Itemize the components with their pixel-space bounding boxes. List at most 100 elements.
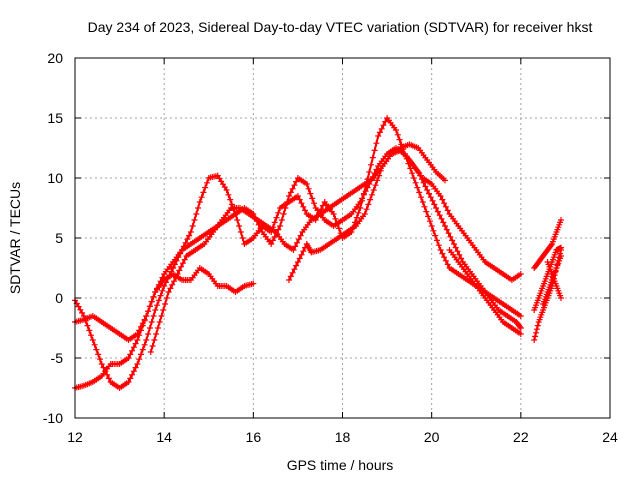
data-point [428, 223, 435, 229]
data-point [441, 200, 448, 207]
data-point [363, 206, 370, 213]
data-point [533, 326, 540, 333]
data-point [202, 184, 209, 191]
data-point [445, 230, 452, 237]
axis-ticks: 12 14 16 18 20 22 24 -10 -5 0 5 10 15 20 [43, 50, 618, 445]
data-point [444, 207, 451, 214]
data-point [376, 172, 383, 179]
data-point [257, 225, 264, 232]
data-point [292, 243, 299, 250]
data-point [376, 129, 383, 136]
data-point [234, 217, 241, 223]
data-point [196, 199, 203, 205]
data-point [425, 213, 432, 220]
data-point [145, 308, 152, 315]
data-point [129, 371, 136, 378]
data-point [296, 196, 303, 203]
data-point [437, 193, 444, 199]
data-point [148, 298, 155, 305]
data-point [439, 196, 446, 203]
data-point [146, 325, 153, 331]
data-point [250, 280, 257, 287]
data-point [434, 208, 441, 215]
data-point [268, 241, 275, 247]
data-point [158, 313, 165, 319]
data-point [136, 356, 143, 363]
data-point [410, 175, 417, 181]
data-point [352, 219, 358, 226]
data-point [364, 184, 371, 191]
data-point [414, 184, 421, 191]
data-point [145, 331, 152, 337]
data-point [159, 287, 166, 294]
data-point [125, 379, 132, 385]
data-point [132, 364, 139, 371]
data-point [282, 205, 289, 211]
data-point [373, 166, 380, 173]
data-point [149, 343, 156, 349]
data-point [154, 302, 160, 309]
data-point [332, 215, 339, 222]
data-point [373, 140, 380, 147]
data-point [534, 322, 541, 329]
data-point [287, 273, 294, 280]
data-point [377, 167, 384, 174]
data-point [280, 211, 287, 217]
data-point [143, 313, 150, 319]
data-point [305, 185, 312, 192]
data-point [371, 147, 378, 154]
data-point [284, 199, 291, 205]
data-point [225, 191, 232, 198]
data-point [418, 176, 425, 183]
data-point [295, 236, 302, 243]
data-point [517, 313, 524, 319]
data-point [558, 295, 564, 301]
x-tick-label: 24 [602, 429, 618, 445]
data-point [291, 266, 298, 273]
data-point [161, 283, 168, 289]
data-point [138, 351, 144, 358]
data-point [79, 309, 86, 316]
data-point [369, 154, 376, 161]
data-point [302, 207, 308, 214]
data-point [239, 235, 246, 241]
data-point [152, 307, 159, 313]
data-point [77, 306, 84, 313]
data-point [378, 125, 385, 132]
data-point [393, 127, 399, 133]
data-point [136, 332, 143, 339]
data-point [558, 253, 564, 259]
data-point [307, 190, 314, 197]
data-point [100, 364, 107, 371]
data-point [434, 237, 440, 244]
data-point [442, 223, 448, 229]
data-point [289, 269, 296, 276]
data-point [153, 331, 160, 337]
data-point [420, 179, 427, 186]
data-points [72, 115, 564, 391]
data-point [423, 208, 430, 215]
data-point [438, 215, 445, 222]
data-point [451, 241, 457, 247]
data-point [300, 248, 307, 255]
data-point [449, 237, 456, 244]
y-tick-label: 20 [47, 50, 63, 66]
y-tick-label: 0 [55, 290, 63, 306]
x-tick-label: 22 [513, 429, 529, 445]
data-point [127, 351, 134, 358]
data-point [558, 217, 564, 223]
data-point [91, 341, 98, 348]
series-track-4 [147, 141, 448, 355]
data-point [357, 205, 364, 211]
data-point [169, 281, 176, 288]
x-tick-label: 16 [246, 429, 262, 445]
data-point [237, 229, 244, 235]
data-point [174, 271, 181, 277]
data-point [130, 368, 137, 375]
series-line [288, 149, 522, 329]
data-point [98, 361, 105, 367]
data-point [294, 259, 301, 265]
data-point [269, 237, 276, 244]
data-point [179, 260, 186, 267]
data-point [303, 181, 310, 187]
